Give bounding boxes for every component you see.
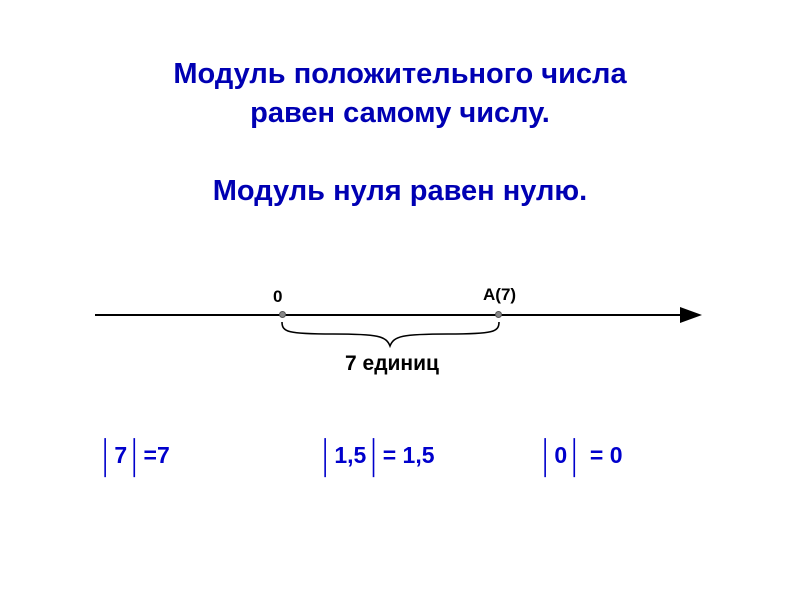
abs-bar-icon: │	[568, 441, 582, 473]
title-line-1: Модуль положительного числа	[0, 55, 800, 94]
label-origin: 0	[273, 287, 282, 307]
eq1-rhs: =7	[144, 442, 170, 468]
brace-icon	[278, 320, 503, 348]
tick-origin	[279, 311, 286, 318]
brace-label: 7 единиц	[345, 352, 439, 376]
title-block: Модуль положительного числа равен самому…	[0, 55, 800, 212]
title-line-spacer	[0, 133, 800, 172]
axis-arrow-icon	[680, 307, 702, 323]
eq3-rhs: = 0	[584, 442, 623, 468]
label-point-a: A(7)	[483, 285, 516, 305]
abs-bar-icon: │	[539, 441, 553, 473]
equation-1: │7│=7	[98, 442, 318, 469]
eq2-inner: 1,5	[334, 442, 366, 468]
eq2-rhs: = 1,5	[383, 442, 435, 468]
title-line-4: Модуль нуля равен нулю.	[0, 172, 800, 211]
equation-2: │1,5│= 1,5	[318, 442, 538, 469]
abs-bar-icon: │	[367, 441, 381, 473]
eq1-inner: 7	[114, 442, 127, 468]
tick-point-a	[495, 311, 502, 318]
abs-bar-icon: │	[128, 441, 142, 473]
equation-3: │0│ = 0	[538, 442, 623, 469]
axis-line	[95, 314, 685, 316]
equations-row: │7│=7 │1,5│= 1,5 │0│ = 0	[0, 442, 800, 469]
title-line-2: равен самому числу.	[0, 94, 800, 133]
abs-bar-icon: │	[99, 441, 113, 473]
number-line-diagram: 0 A(7) 7 единиц	[95, 290, 705, 410]
eq3-inner: 0	[554, 442, 567, 468]
abs-bar-icon: │	[319, 441, 333, 473]
